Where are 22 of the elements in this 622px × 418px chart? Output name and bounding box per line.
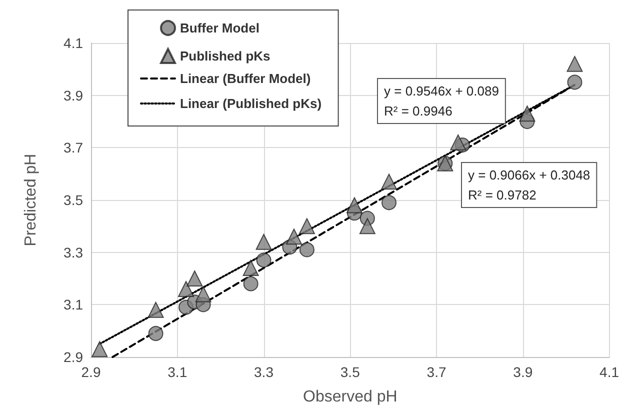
x-tick-label: 3.7 — [426, 364, 446, 380]
y-tick-label: 3.5 — [64, 192, 84, 208]
y-tick-label: 3.1 — [64, 296, 84, 313]
legend-label: Linear (Published pKs) — [180, 96, 322, 111]
annotation: y = 0.9066x + 0.3048 R² = 0.9782 — [468, 168, 590, 202]
legend-label: Published pKs — [180, 48, 270, 64]
x-tick-label: 3.9 — [513, 364, 533, 380]
y-tick-label: 3.9 — [64, 87, 84, 104]
annotation: y = 0.9546x + 0.089 R² = 0.9946 — [384, 84, 499, 118]
x-tick-label: 3.5 — [340, 364, 360, 380]
x-tick-label: 3.3 — [254, 364, 274, 380]
x-tick-label: 2.9 — [81, 364, 101, 380]
x-axis-title: Observed pH — [303, 388, 398, 406]
y-tick-label: 2.9 — [64, 349, 84, 365]
legend-label: Buffer Model — [180, 20, 260, 36]
legend-label: Linear (Buffer Model) — [180, 71, 311, 86]
y-tick-label: 3.7 — [64, 140, 84, 156]
y-axis-title: Predicted pH — [22, 154, 40, 246]
y-tick-label: 3.3 — [64, 244, 84, 260]
x-tick-label: 4.1 — [600, 364, 620, 380]
x-tick-label: 3.1 — [168, 364, 188, 380]
y-tick-label: 4.1 — [64, 35, 84, 51]
